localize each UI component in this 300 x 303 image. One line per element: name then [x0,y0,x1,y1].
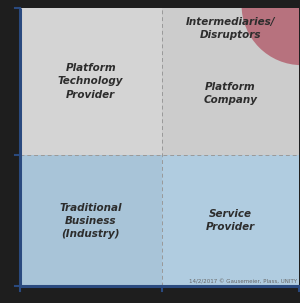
Text: Intermediaries/
Disruptors: Intermediaries/ Disruptors [185,17,275,40]
Bar [162,8,298,155]
Text: 14/2/2017 © Gausemeier, Plass, UNITY: 14/2/2017 © Gausemeier, Plass, UNITY [189,280,297,285]
Bar [20,155,162,286]
Text: Traditional
Business
(Industry): Traditional Business (Industry) [59,203,122,239]
Text: Platform
Company: Platform Company [203,82,257,105]
Circle shape [242,0,300,65]
Text: Platform
Technology
Provider: Platform Technology Provider [58,63,123,100]
Text: Service
Provider: Service Provider [206,209,255,232]
Bar [162,155,298,286]
Bar [20,8,162,155]
